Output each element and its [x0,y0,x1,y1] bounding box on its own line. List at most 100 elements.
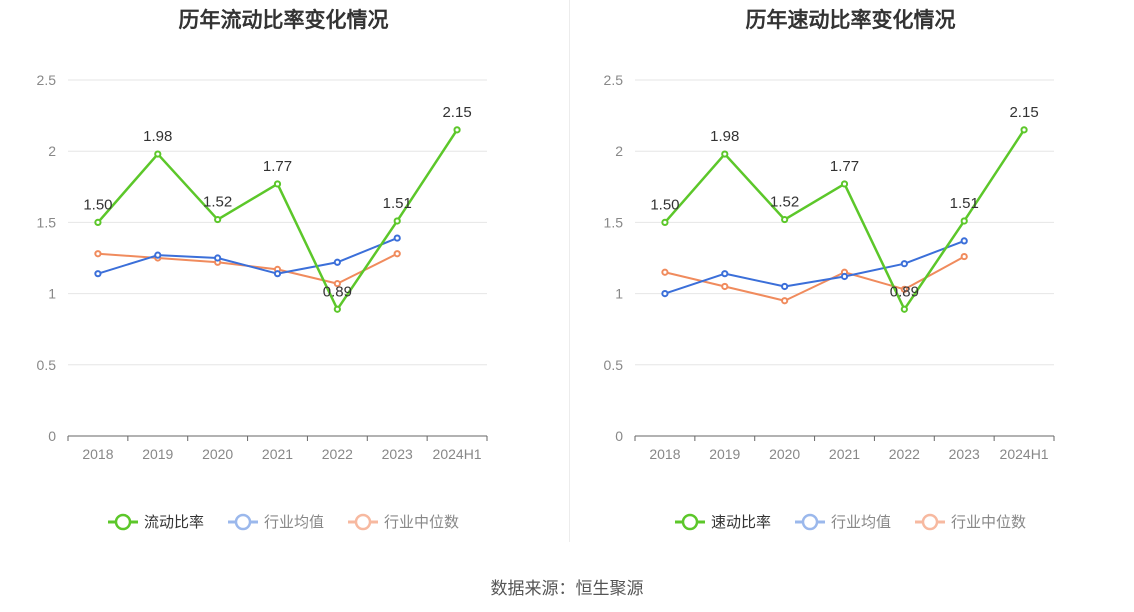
data-label: 0.89 [323,283,352,300]
data-point-avg[interactable] [781,282,789,291]
data-point-avg[interactable] [273,270,282,278]
legend-marker-icon [801,513,819,531]
series-line-median [664,255,965,302]
x-tick-label: 2018 [649,446,680,462]
legend-label: 行业均值 [831,514,891,531]
legend-marker-icon [921,513,939,531]
legend-marker-icon [681,513,699,531]
y-tick-label: 2.5 [37,72,57,88]
data-point-avg[interactable] [900,260,908,268]
legend-label: 行业均值 [264,514,324,531]
data-label: 1.50 [83,196,112,213]
data-label: 2.15 [442,104,471,121]
data-source-caption: 数据来源：恒生聚源 [490,579,644,598]
legend-item-avg[interactable]: 行业均值 [228,513,324,531]
y-tick-label: 0.5 [37,357,57,373]
x-tick-label: 2023 [382,446,413,462]
legend-label: 流动比率 [144,514,204,531]
chart-panel-quick-ratio: 历年速动比率变化情况 0 0.5 1 1.5 2 2.5 2018 2019 2020 2021 2… [567,0,1134,545]
data-point-median[interactable] [900,285,908,293]
data-point-primary[interactable] [273,180,282,188]
legend-marker-icon [234,513,252,531]
legend-item-avg[interactable]: 行业均值 [795,513,891,531]
data-label: 1.77 [263,158,292,175]
data-point-median[interactable] [94,250,102,258]
y-tick-label: 1 [615,286,623,302]
legend-item-primary[interactable]: 速动比率 [675,513,771,531]
data-point-primary[interactable] [393,217,401,225]
x-tick-label: 2020 [769,446,800,462]
y-tick-label: 2 [615,143,623,159]
data-point-avg[interactable] [333,258,341,266]
data-point-primary[interactable] [154,150,162,158]
chart-title: 历年流动比率变化情况 [178,9,389,32]
y-tick-label: 2.5 [604,72,624,88]
data-label: 1.52 [770,194,799,211]
y-tick-label: 1 [48,286,56,302]
data-point-median[interactable] [781,297,789,305]
data-point-median[interactable] [721,282,729,291]
legend-item-median[interactable]: 行业中位数 [915,513,1026,531]
x-tick-label: 2022 [322,446,353,462]
data-label: 1.98 [143,128,172,145]
data-point-primary[interactable] [1020,126,1028,134]
legend-label: 行业中位数 [384,514,459,531]
series-line-avg [97,237,398,275]
x-tick-label: 2019 [709,446,740,462]
legend-marker-icon [354,513,372,531]
data-label: 1.51 [383,195,412,212]
data-point-avg[interactable] [214,254,222,262]
data-label: 2.15 [1009,104,1038,121]
data-point-primary[interactable] [453,126,461,134]
legend-label: 速动比率 [711,514,771,531]
data-point-primary[interactable] [214,215,222,224]
x-tick-label: 2024H1 [433,446,482,462]
y-tick-label: 0 [615,428,623,444]
x-tick-label: 2020 [202,446,233,462]
data-point-primary[interactable] [960,217,968,225]
data-point-primary[interactable] [721,150,729,158]
x-tick-label: 2021 [829,446,860,462]
data-point-avg[interactable] [154,251,162,259]
data-point-primary[interactable] [840,180,849,188]
data-point-median[interactable] [393,250,401,258]
chart-panel-current-ratio: 历年流动比率变化情况 0 0.5 1 1.5 2 2.5 2018 2019 2020 2021 2… [0,0,567,545]
data-point-primary[interactable] [333,305,341,313]
y-tick-label: 1.5 [37,214,57,230]
x-tick-label: 2021 [262,446,293,462]
series-line-median [97,252,398,285]
data-point-avg[interactable] [840,272,849,281]
legend-marker-icon [114,513,132,531]
data-label: 1.52 [203,194,232,211]
data-point-median[interactable] [333,280,341,288]
legend-item-primary[interactable]: 流动比率 [108,513,204,531]
chart-title: 历年速动比率变化情况 [745,9,956,32]
series-line-primary [663,129,1026,311]
data-point-median[interactable] [960,252,968,261]
data-point-primary[interactable] [661,218,669,226]
data-point-avg[interactable] [960,237,968,245]
x-tick-label: 2023 [949,446,980,462]
data-point-avg[interactable] [94,270,102,278]
x-tick-label: 2018 [82,446,113,462]
data-label: 1.77 [830,158,859,175]
data-point-avg[interactable] [393,234,401,242]
data-label: 1.51 [950,195,979,212]
y-tick-label: 1.5 [604,214,624,230]
data-point-primary[interactable] [94,218,102,226]
series-line-primary [96,129,459,311]
data-point-primary[interactable] [781,215,789,224]
data-point-median[interactable] [661,268,669,276]
y-tick-label: 2 [48,143,56,159]
panel-divider [569,0,570,542]
data-point-primary[interactable] [900,305,908,313]
x-tick-label: 2019 [142,446,173,462]
legend-item-median[interactable]: 行业中位数 [348,513,459,531]
data-point-avg[interactable] [661,290,669,298]
series-line-avg [664,239,965,295]
data-label: 1.98 [710,128,739,145]
data-point-avg[interactable] [721,270,729,278]
legend-label: 行业中位数 [951,514,1026,531]
